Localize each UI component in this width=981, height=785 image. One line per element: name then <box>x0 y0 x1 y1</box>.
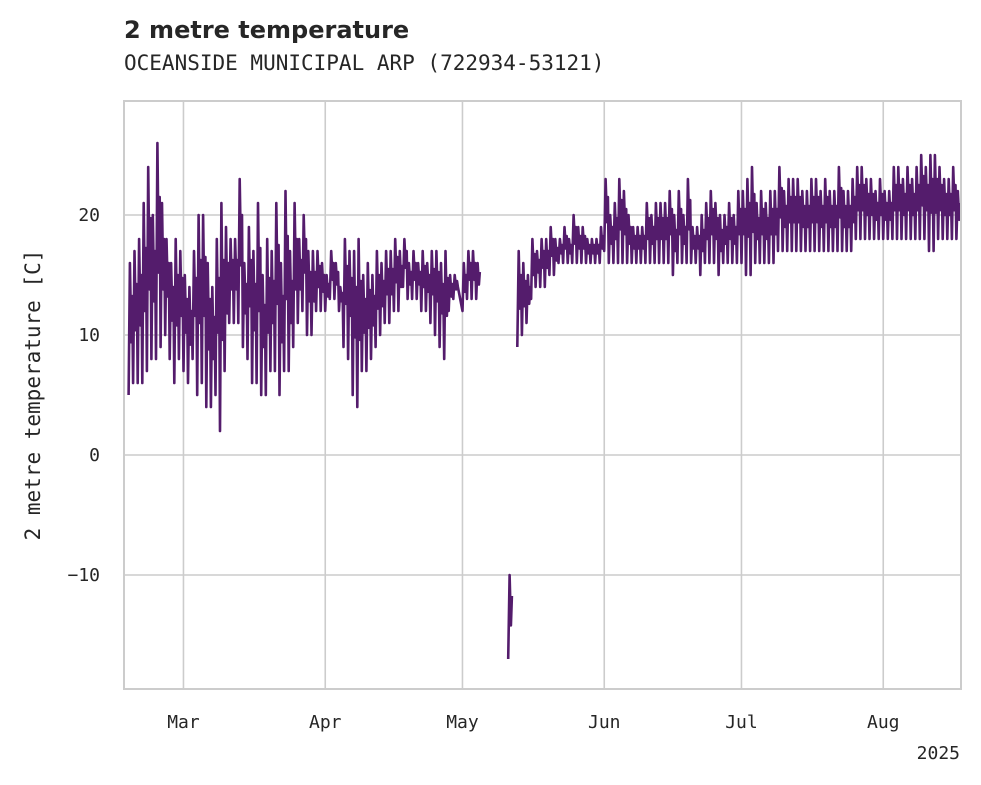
x-tick-label: Apr <box>309 712 342 733</box>
chart-title: 2 metre temperature <box>124 16 410 44</box>
y-tick-label: 10 <box>78 325 100 346</box>
x-tick-label: Mar <box>167 712 200 733</box>
x-tick-label: Jun <box>588 712 621 733</box>
chart-subtitle: OCEANSIDE MUNICIPAL ARP (722934-53121) <box>124 51 605 75</box>
axis-labels: −10 0 10 20 Mar Apr May Jun Jul Aug <box>67 205 899 733</box>
x-tick-label: May <box>446 712 479 733</box>
temperature-series-line <box>127 141 482 433</box>
y-tick-label: −10 <box>67 565 100 586</box>
temperature-series-line <box>506 573 514 660</box>
x-tick-label: Jul <box>725 712 758 733</box>
y-tick-label: 0 <box>89 445 100 466</box>
y-tick-label: 20 <box>78 205 100 226</box>
y-axis-label: 2 metre temperature [C] <box>21 250 45 541</box>
grid-lines <box>124 101 961 689</box>
temperature-series-line <box>516 153 962 348</box>
plot-frame <box>123 100 962 690</box>
x-year-label: 2025 <box>917 743 960 764</box>
series-layer <box>127 141 962 660</box>
x-tick-label: Aug <box>867 712 900 733</box>
